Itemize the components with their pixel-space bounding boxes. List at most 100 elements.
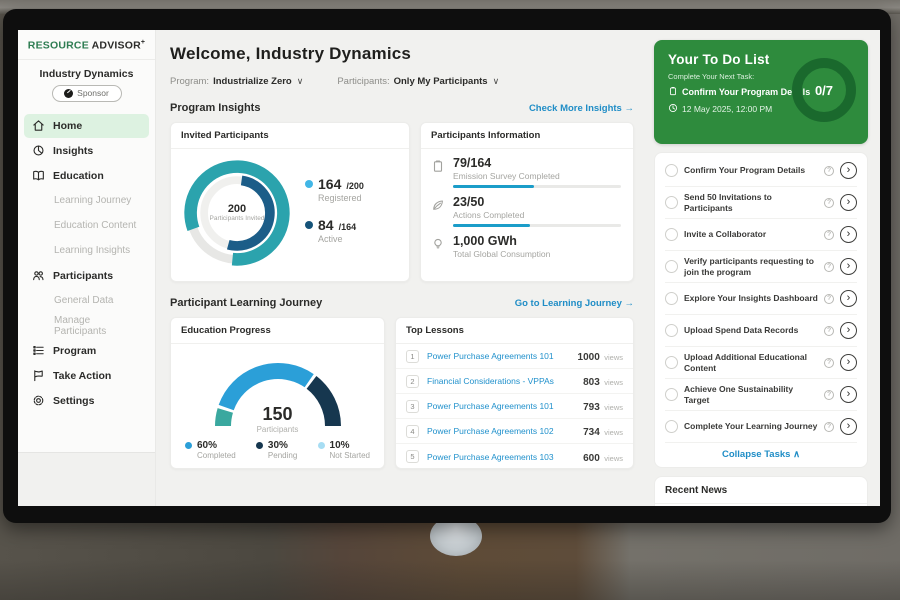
- legend-dot: [305, 180, 313, 188]
- program-filter-value: Industrialize Zero: [213, 76, 292, 87]
- lesson-link[interactable]: Power Purchase Agreements 102: [427, 426, 554, 436]
- legend-total: /164: [338, 222, 357, 232]
- chevron-down-icon: ∨: [296, 76, 304, 86]
- nav-label: Education: [53, 169, 104, 182]
- task-go-button[interactable]: ›: [840, 418, 857, 435]
- lesson-link[interactable]: Financial Considerations - VPPAs: [427, 376, 554, 386]
- views-suffix: views: [604, 378, 623, 387]
- sidebar-item-education[interactable]: Education: [24, 164, 149, 188]
- sidebar-item-learning-journey[interactable]: Learning Journey: [24, 189, 149, 213]
- info-icon[interactable]: ?: [824, 261, 834, 272]
- legend-registered: 164 /200 Registered: [305, 176, 364, 203]
- sidebar-item-manage-participants[interactable]: Manage Participants: [24, 314, 149, 338]
- gear-icon: [32, 394, 45, 407]
- task-label: Confirm Your Program Details: [684, 165, 806, 176]
- sidebar-item-participants[interactable]: Participants: [24, 264, 149, 288]
- sidebar-item-settings[interactable]: Settings: [24, 389, 149, 413]
- legend-dot: [305, 221, 313, 229]
- stat-label: Emission Survey Completed: [453, 171, 560, 181]
- stat-consumption: 1,000 GWh Total Global Consumption: [421, 227, 633, 259]
- task-go-button[interactable]: ›: [840, 226, 857, 243]
- leaf-icon: [431, 198, 445, 212]
- task-row: Confirm Your Program Details ? ›: [665, 155, 857, 187]
- donut-chart: 200 Participants Invited 164 /200 Regist…: [171, 149, 409, 277]
- info-icon[interactable]: ?: [824, 357, 834, 368]
- task-checkbox[interactable]: [665, 292, 678, 305]
- lesson-link[interactable]: Power Purchase Agreements 101: [427, 351, 554, 361]
- info-icon[interactable]: ?: [824, 389, 834, 400]
- task-checkbox[interactable]: [665, 324, 678, 337]
- views-suffix: views: [604, 453, 623, 463]
- clipboard-icon: [431, 159, 445, 173]
- people-icon: [32, 269, 45, 282]
- todo-subtitle: Complete Your Next Task:: [668, 72, 755, 81]
- lesson-link[interactable]: Power Purchase Agreements 103: [427, 451, 554, 462]
- task-checkbox[interactable]: [665, 388, 678, 401]
- gauge-center-label: Participants: [256, 425, 299, 434]
- participants-filter-value: Only My Participants: [393, 76, 488, 87]
- info-icon[interactable]: ?: [824, 421, 834, 432]
- stat-value: 79/164: [453, 156, 492, 170]
- list-icon: [32, 344, 45, 357]
- views-suffix: views: [604, 403, 623, 412]
- check-more-insights-link[interactable]: Check More Insights →: [528, 102, 634, 114]
- task-row: Send 50 Invitations to Participants ? ›: [665, 187, 857, 219]
- task-go-button[interactable]: ›: [840, 194, 857, 211]
- sidebar-item-learning-insights[interactable]: Learning Insights: [24, 239, 149, 263]
- insights-cards-row: Invited Participants 200 Participants In…: [170, 122, 634, 282]
- task-row: Achieve One Sustainability Target ? ›: [665, 379, 857, 411]
- task-go-button[interactable]: ›: [840, 258, 857, 275]
- collapse-tasks-link[interactable]: Collapse Tasks ∧: [721, 449, 801, 460]
- sidebar-item-general-data[interactable]: General Data: [24, 289, 149, 313]
- info-icon[interactable]: ?: [824, 325, 834, 336]
- lesson-row: 1 Power Purchase Agreements 101 1000 vie…: [396, 344, 633, 369]
- task-go-button[interactable]: ›: [840, 354, 857, 371]
- sidebar-item-education-content[interactable]: Education Content: [24, 214, 149, 238]
- nav-label: Program: [53, 344, 97, 357]
- logo-plus: +: [140, 39, 146, 46]
- lesson-link[interactable]: Power Purchase Agreements 101: [427, 401, 554, 411]
- task-checkbox[interactable]: [665, 420, 678, 433]
- lesson-row: 4 Power Purchase Agreements 102 734 view…: [396, 419, 633, 444]
- task-checkbox[interactable]: [665, 260, 678, 273]
- sponsor-badge[interactable]: Sponsor: [51, 84, 122, 102]
- nav-label: Learning Insights: [54, 245, 131, 256]
- task-checkbox[interactable]: [665, 356, 678, 369]
- legend-label: Completed: [197, 451, 236, 460]
- legend-active: 84 /164 Active: [305, 217, 364, 244]
- info-icon[interactable]: ?: [824, 165, 834, 176]
- participants-filter-label: Participants:: [337, 76, 390, 87]
- clock-icon: [668, 103, 678, 115]
- org-name: Industry Dynamics: [39, 67, 134, 80]
- task-go-button[interactable]: ›: [840, 386, 857, 403]
- logo-advisor: ADVISOR: [91, 39, 141, 52]
- todo-progress-ring: 0/7: [792, 58, 856, 122]
- section-title: Participant Learning Journey: [170, 297, 323, 309]
- task-checkbox[interactable]: [665, 164, 678, 177]
- task-go-button[interactable]: ›: [840, 290, 857, 307]
- invited-participants-card: Invited Participants 200 Participants In…: [170, 122, 410, 282]
- participants-filter[interactable]: Participants: Only My Participants ∨: [337, 76, 499, 87]
- task-go-button[interactable]: ›: [840, 162, 857, 179]
- lesson-row: 2 Financial Considerations - VPPAs 803 v…: [396, 369, 633, 394]
- sidebar-item-insights[interactable]: Insights: [24, 139, 149, 163]
- sidebar-item-home[interactable]: Home: [24, 113, 149, 138]
- go-to-learning-journey-link[interactable]: Go to Learning Journey →: [514, 297, 634, 309]
- recent-news-title: Recent News: [655, 477, 867, 504]
- sidebar-item-take-action[interactable]: Take Action: [24, 364, 149, 388]
- info-icon[interactable]: ?: [824, 229, 834, 240]
- desk-shadow: [0, 560, 900, 600]
- sponsor-icon: [64, 88, 74, 98]
- rank-badge: 4: [406, 424, 419, 438]
- sidebar-item-program[interactable]: Program: [24, 339, 149, 363]
- stat-actions: 23/50 Actions Completed: [421, 188, 633, 220]
- task-go-button[interactable]: ›: [840, 322, 857, 339]
- task-checkbox[interactable]: [665, 196, 678, 209]
- task-checkbox[interactable]: [665, 228, 678, 241]
- dashboard-screen: RESOURCE ADVISOR+ Industry Dynamics Spon…: [18, 30, 880, 506]
- info-icon[interactable]: ?: [824, 293, 834, 304]
- info-icon[interactable]: ?: [824, 197, 834, 208]
- lesson-row: 5 Power Purchase Agreements 103 600 view…: [396, 444, 633, 469]
- program-filter[interactable]: Program: Industrialize Zero ∨: [170, 76, 303, 87]
- todo-next-task: Confirm Your Program Details: [682, 87, 811, 97]
